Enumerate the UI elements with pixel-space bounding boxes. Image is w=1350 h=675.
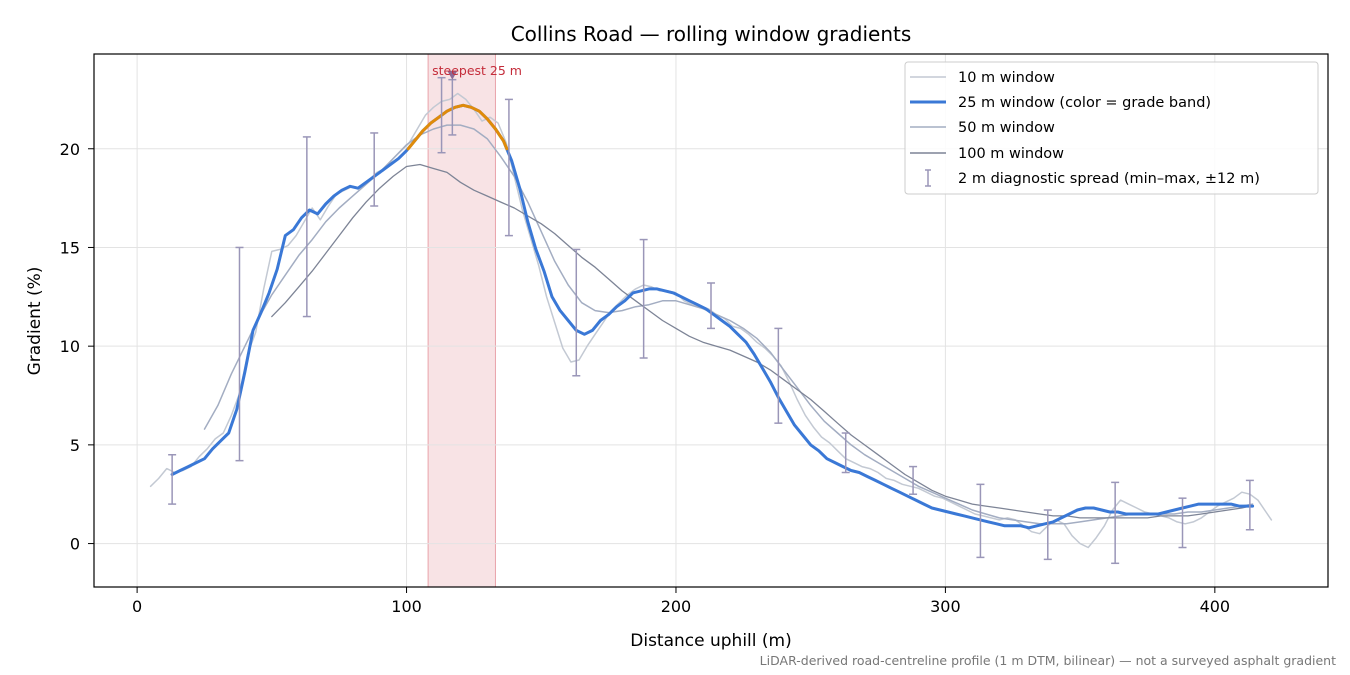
errorbar — [1178, 497, 1187, 549]
tick-layer: 0 100 200 300 400 0 5 10 15 20 — [60, 140, 1230, 616]
errorbar — [707, 282, 715, 330]
x-tick-label: 100 — [391, 597, 422, 616]
plot-frame — [93, 53, 1329, 588]
y-tick-label: 10 — [60, 337, 80, 356]
y-axis-label: Gradient (%) — [25, 267, 45, 376]
legend-frame — [904, 61, 1319, 195]
errorbar-layer — [168, 76, 1254, 565]
errorbar — [909, 465, 918, 495]
legend-label-w25: 25 m window (color = grade band) — [958, 95, 1211, 111]
errorbar — [1245, 479, 1254, 531]
errorbar — [302, 136, 311, 318]
errorbar — [639, 238, 648, 359]
footnote: LiDAR-derived road-centreline profile (1… — [760, 653, 1336, 668]
y-tick-label: 20 — [60, 140, 80, 159]
series-line-w100 — [271, 163, 1251, 519]
errorbar — [437, 76, 446, 154]
x-axis-label: Distance uphill (m) — [630, 631, 791, 651]
errorbar — [976, 483, 985, 559]
x-tick-label: 300 — [930, 597, 961, 616]
legend-label-w50: 50 m window — [958, 120, 1055, 136]
errorbar — [370, 132, 379, 207]
steepest-marker — [447, 70, 458, 80]
steepest-band — [427, 53, 496, 588]
highlight-band-layer — [427, 53, 496, 588]
y-tick-label: 15 — [60, 238, 80, 257]
annotation-layer: steepest 25 m — [432, 63, 522, 80]
chart-title: Collins Road — rolling window gradients — [511, 22, 912, 46]
errorbar — [504, 98, 513, 237]
errorbar — [235, 246, 244, 462]
errorbar — [1043, 509, 1052, 561]
legend-swatch-errorbar — [925, 169, 931, 187]
y-tick-label: 0 — [70, 535, 80, 554]
errorbar — [841, 432, 850, 474]
series-layer — [149, 92, 1273, 549]
x-tick-label: 200 — [661, 597, 692, 616]
x-tick-label: 0 — [132, 597, 142, 616]
errorbar — [168, 453, 177, 505]
legend-label-errorbar: 2 m diagnostic spread (min–max, ±12 m) — [958, 171, 1260, 187]
errorbar — [572, 248, 581, 377]
errorbar — [774, 327, 783, 424]
series-line-w25 — [170, 103, 1255, 530]
legend-label-w10: 10 m window — [958, 70, 1055, 86]
steepest-annotation: steepest 25 m — [432, 63, 522, 78]
legend: 10 m window 25 m window (color = grade b… — [904, 61, 1319, 195]
y-tick-label: 5 — [70, 436, 80, 455]
x-tick-label: 400 — [1200, 597, 1231, 616]
errorbar — [1111, 481, 1120, 565]
series-line-w25-steep — [406, 103, 509, 151]
legend-label-w100: 100 m window — [958, 146, 1064, 162]
